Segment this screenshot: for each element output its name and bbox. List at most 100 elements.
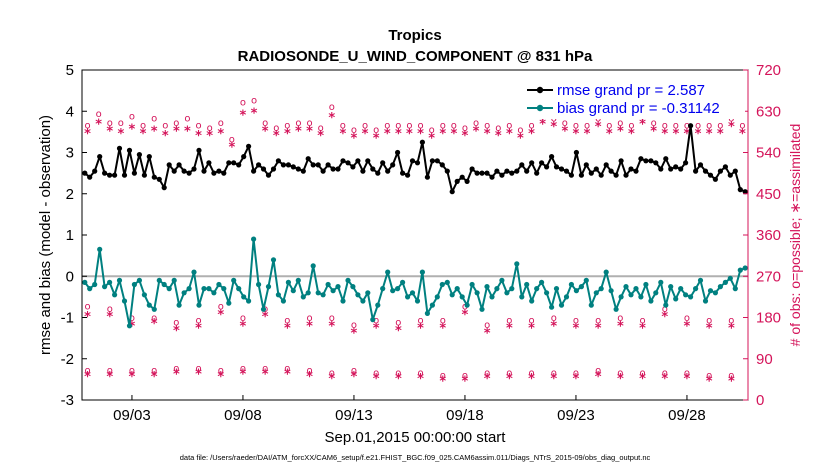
obs-possible-marker: o xyxy=(151,313,157,324)
obs-possible-marker: o xyxy=(129,366,135,377)
obs-assimilated-marker: * xyxy=(173,125,180,140)
obs-assimilated-marker: * xyxy=(184,125,191,140)
obs-possible-marker: o xyxy=(151,114,157,125)
y-right-tick-label: 540 xyxy=(756,145,781,162)
bias-point xyxy=(251,236,257,242)
bias-point xyxy=(509,286,515,292)
obs-possible-marker: o xyxy=(229,134,235,145)
bias-point xyxy=(270,257,277,263)
obs-assimilated-marker: * xyxy=(262,125,269,140)
rmse-point xyxy=(668,166,674,172)
obs-possible-marker: o xyxy=(473,118,479,129)
obs-possible-marker: o xyxy=(329,368,335,379)
obs-possible-marker: o xyxy=(528,368,534,379)
obs-possible-marker: o xyxy=(506,315,512,326)
bias-point xyxy=(484,284,490,290)
bias-point xyxy=(141,292,147,298)
bias-point xyxy=(102,284,108,290)
rmse-point xyxy=(405,172,411,178)
bias-point xyxy=(673,296,679,302)
obs-possible-marker: o xyxy=(684,121,690,132)
rmse-point xyxy=(246,143,252,149)
obs-possible-marker: o xyxy=(251,95,257,106)
bias-point xyxy=(727,275,733,281)
obs-possible-marker: o xyxy=(373,315,379,326)
obs-assimilated-marker: * xyxy=(195,322,202,337)
obs-assimilated-marker: * xyxy=(617,372,624,387)
bias-point xyxy=(553,286,560,292)
bias-point xyxy=(618,294,624,300)
obs-possible-marker: o xyxy=(295,118,301,129)
obs-possible-marker: o xyxy=(262,118,268,129)
obs-possible-marker: o xyxy=(107,366,113,377)
obs-assimilated-marker: * xyxy=(339,127,346,142)
obs-assimilated-marker: * xyxy=(728,374,735,389)
rmse-point xyxy=(673,164,679,170)
obs-possible-marker: o xyxy=(195,363,201,374)
obs-possible-marker: o xyxy=(706,121,712,132)
bias-point xyxy=(504,290,510,296)
bias-point xyxy=(658,279,664,285)
bias-point xyxy=(693,286,699,292)
obs-assimilated-marker: * xyxy=(628,127,635,142)
rmse-point xyxy=(390,162,396,168)
obs-possible-marker: o xyxy=(706,370,712,381)
bias-point xyxy=(663,302,669,308)
obs-possible-marker: o xyxy=(451,121,457,132)
chart-subtitle: RADIOSONDE_U_WIND_COMPONENT @ 831 hPa xyxy=(238,48,593,65)
bias-point xyxy=(285,279,291,285)
obs-assimilated-marker: * xyxy=(240,368,247,383)
obs-possible-marker: o xyxy=(306,366,312,377)
bias-series xyxy=(82,236,748,329)
obs-assimilated-marker: * xyxy=(217,370,224,385)
obs-assimilated-marker: * xyxy=(506,127,513,142)
bias-point xyxy=(246,298,252,304)
rmse-point xyxy=(345,160,351,166)
bias-point xyxy=(265,284,272,290)
bias-point xyxy=(390,288,396,294)
obs-assimilated-marker: * xyxy=(528,322,535,337)
rmse-point xyxy=(489,174,495,180)
y-tick-label: 3 xyxy=(66,145,74,162)
legend-bias-marker xyxy=(536,104,544,112)
rmse-point xyxy=(241,154,247,160)
obs-assimilated-marker: * xyxy=(417,322,424,337)
y-tick-label: 2 xyxy=(66,186,74,203)
obs-assimilated-marker: * xyxy=(273,129,280,144)
bias-point xyxy=(678,286,684,292)
bias-point xyxy=(375,302,381,308)
obs-assimilated-marker: * xyxy=(495,129,502,144)
bias-point xyxy=(206,286,212,292)
obs-possible-marker: o xyxy=(639,315,645,326)
bias-point xyxy=(489,294,495,300)
obs-assimilated-marker: * xyxy=(195,129,202,144)
bias-point xyxy=(454,286,460,292)
legend-rmse-marker xyxy=(536,86,544,94)
obs-possible-marker: o xyxy=(673,121,679,132)
obs-possible-marker: o xyxy=(462,123,468,134)
bias-point xyxy=(494,286,500,292)
rmse-point xyxy=(737,187,743,193)
obs-assimilated-marker: * xyxy=(228,141,235,156)
rmse-point xyxy=(648,158,654,164)
bias-point xyxy=(405,294,411,300)
obs-assimilated-marker: * xyxy=(306,370,313,385)
bias-point xyxy=(176,302,182,308)
obs-assimilated-marker: * xyxy=(206,129,213,144)
rmse-point xyxy=(360,168,366,174)
obs-possible-marker: o xyxy=(284,121,290,132)
rmse-point xyxy=(260,166,267,172)
obs-possible-marker: o xyxy=(218,302,224,313)
obs-possible-marker: o xyxy=(440,121,446,132)
bias-point xyxy=(623,284,629,290)
rmse-point xyxy=(618,158,624,164)
obs-assimilated-marker: * xyxy=(262,368,269,383)
obs-possible-marker: o xyxy=(351,366,357,377)
obs-possible-marker: o xyxy=(240,313,246,324)
obs-assimilated-marker: * xyxy=(217,308,224,323)
rmse-point xyxy=(126,147,133,153)
obs-assimilated-marker: * xyxy=(639,372,646,387)
y-right-tick-label: 360 xyxy=(756,227,781,244)
obs-possible-marker: o xyxy=(728,370,734,381)
rmse-point xyxy=(499,172,505,178)
